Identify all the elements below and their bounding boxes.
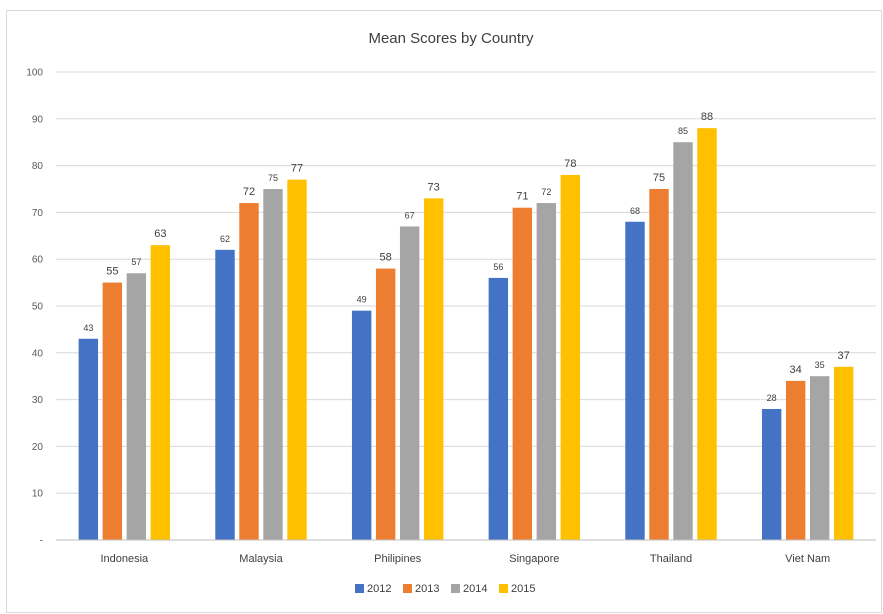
- legend-swatch: [451, 584, 460, 593]
- bar-2012-singapore: [488, 277, 509, 540]
- bar-series: [78, 128, 854, 541]
- data-label: 73: [428, 181, 440, 193]
- y-tick-label: -: [40, 536, 43, 547]
- data-label: 35: [815, 360, 825, 370]
- bar-2014-malaysia: [263, 189, 283, 540]
- legend-label: 2013: [415, 583, 439, 595]
- y-tick-label: 60: [32, 255, 44, 266]
- x-category-label: Singapore: [509, 553, 559, 565]
- bar-2012-thailand: [625, 221, 645, 540]
- legend-swatch: [355, 584, 364, 593]
- data-label: 67: [405, 210, 415, 220]
- legend-swatch: [499, 584, 508, 593]
- data-label: 75: [268, 173, 278, 183]
- bar-2014-philipines: [399, 226, 420, 540]
- data-label: 34: [790, 364, 802, 376]
- x-axis-categories: Indonesia Malaysia Philipines Singapore Thai…: [100, 553, 830, 565]
- data-label: 88: [701, 111, 713, 123]
- data-label: 43: [83, 323, 93, 333]
- data-label: 71: [516, 191, 528, 203]
- data-label: 62: [220, 234, 230, 244]
- bar-2015-singapore: [560, 174, 581, 540]
- y-tick-label: 80: [32, 161, 44, 172]
- x-category-label: Malaysia: [239, 553, 283, 565]
- x-category-label: Viet Nam: [785, 553, 830, 565]
- legend-swatch: [403, 584, 412, 593]
- bar-2014-singapore: [536, 203, 557, 541]
- bar-2012-philipines: [351, 310, 372, 540]
- bar-2012-malaysia: [215, 249, 235, 540]
- bar-2013-thailand: [649, 189, 669, 540]
- gridlines: [56, 71, 876, 494]
- x-category-label: Philipines: [374, 553, 422, 565]
- data-label: 49: [357, 295, 367, 305]
- bar-2015-malaysia: [287, 179, 307, 540]
- bar-2013-indonesia: [102, 282, 123, 540]
- y-tick-label: 50: [32, 302, 44, 313]
- bar-2015-viet-nam: [833, 366, 854, 540]
- y-tick-label: 40: [32, 348, 44, 359]
- data-label: 63: [154, 228, 166, 240]
- bar-2014-thailand: [673, 142, 693, 540]
- bar-2012-viet-nam: [761, 408, 782, 540]
- bar-2015-philipines: [423, 198, 444, 541]
- data-label: 85: [678, 126, 688, 136]
- data-label: 77: [291, 163, 303, 175]
- data-label: 72: [243, 186, 255, 198]
- data-label: 72: [541, 187, 551, 197]
- data-label: 68: [630, 206, 640, 216]
- legend: 2012 2013 2014 2015: [355, 583, 535, 595]
- x-category-label: Indonesia: [100, 553, 149, 565]
- chart-title: Mean Scores by Country: [368, 30, 534, 47]
- y-tick-label: 90: [32, 114, 44, 125]
- data-label: 58: [380, 252, 392, 264]
- legend-label: 2014: [463, 583, 487, 595]
- data-label: 57: [131, 257, 141, 267]
- legend-label: 2015: [511, 583, 535, 595]
- bar-2014-indonesia: [126, 273, 147, 540]
- bar-2013-singapore: [512, 207, 533, 540]
- bar-2015-thailand: [697, 128, 717, 540]
- bar-2012-indonesia: [78, 338, 99, 540]
- legend-label: 2012: [367, 583, 391, 595]
- data-label: 28: [767, 393, 777, 403]
- bar-2013-malaysia: [239, 203, 259, 541]
- bar-2013-philipines: [375, 268, 396, 540]
- data-label: 37: [838, 350, 850, 362]
- y-tick-label: 30: [32, 395, 44, 406]
- bar-2014-viet-nam: [809, 376, 830, 540]
- y-tick-label: 70: [32, 208, 44, 219]
- y-tick-label: 10: [32, 489, 44, 500]
- y-axis-ticks: - 10 20 30 40 50 60 70 80 90 100: [26, 68, 43, 547]
- y-tick-label: 100: [26, 68, 43, 79]
- data-label: 56: [493, 262, 503, 272]
- data-label: 55: [106, 266, 118, 278]
- y-tick-label: 20: [32, 442, 44, 453]
- bar-2015-indonesia: [150, 245, 171, 540]
- bar-2013-viet-nam: [785, 380, 806, 540]
- data-label: 75: [653, 172, 665, 184]
- data-label: 78: [564, 158, 576, 170]
- data-labels: 43 55 57 63 62 72 75 77 49 58 67 73 56 71 72 78 68 75 85 88…: [83, 111, 849, 403]
- x-category-label: Thailand: [650, 553, 692, 565]
